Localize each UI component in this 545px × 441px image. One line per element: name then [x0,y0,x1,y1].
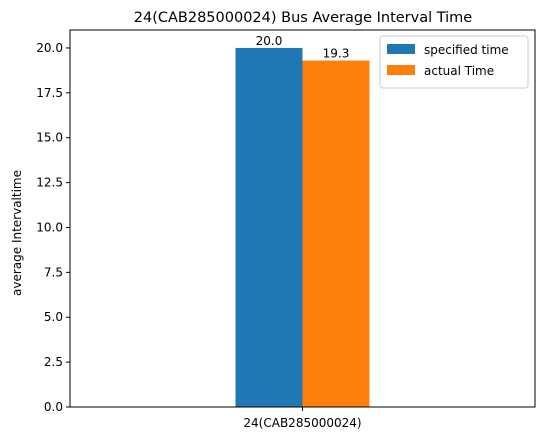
y-tick-label: 17.5 [36,86,63,100]
bar [302,60,370,408]
plot-frame [69,29,536,408]
y-axis-label: average Intervaltime [10,170,24,296]
legend-entry-label: specified time [424,43,509,57]
legend-swatch [387,44,415,54]
bars [235,47,370,408]
bar [235,47,303,407]
y-tick-label: 12.5 [36,176,63,190]
bar-value-label: 19.3 [323,47,350,61]
legend-swatch [387,65,415,75]
y-tick-label: 7.5 [44,265,63,279]
legend-box [379,35,529,89]
bar-value-label: 20.0 [256,34,283,48]
y-tick-label: 2.5 [44,355,63,369]
y-tick-label: 10.0 [36,220,63,234]
y-tick-label: 15.0 [36,131,63,145]
y-tick-label: 20.0 [36,41,63,55]
x-tick-label: 24(CAB285000024) [243,416,361,430]
x-axis-ticks: 24(CAB285000024) [243,407,362,430]
chart-title: 24(CAB285000024) Bus Average Interval Ti… [134,10,473,26]
y-tick-label: 0.0 [44,400,63,414]
y-tick-label: 5.0 [44,310,63,324]
bar-value-labels: 20.0 19.3 [256,34,350,61]
y-axis-ticks: 0.0 2.5 5.0 7.5 10.0 12.5 15.0 17.5 20.0 [36,41,70,414]
legend: specified time actual Time [379,35,529,89]
legend-entry-label: actual Time [424,64,494,78]
